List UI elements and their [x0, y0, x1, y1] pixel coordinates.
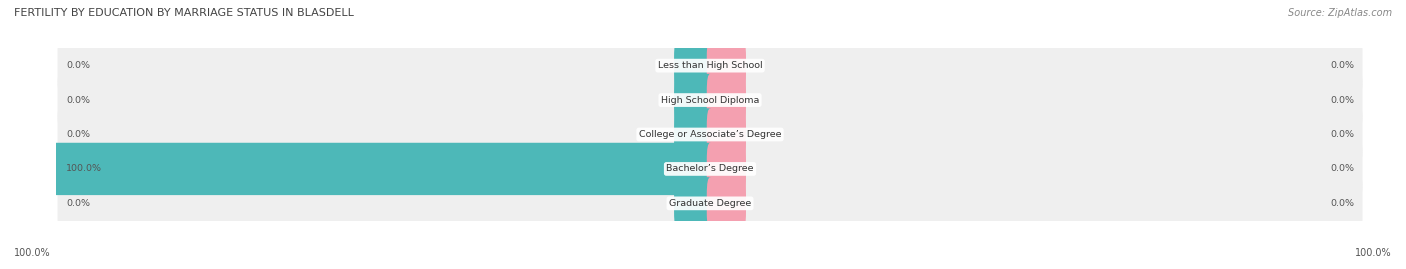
Text: 0.0%: 0.0%: [1330, 130, 1354, 139]
FancyBboxPatch shape: [673, 40, 713, 92]
FancyBboxPatch shape: [58, 108, 1362, 161]
FancyBboxPatch shape: [673, 108, 713, 161]
FancyBboxPatch shape: [707, 74, 747, 126]
Text: 0.0%: 0.0%: [66, 95, 90, 105]
Text: High School Diploma: High School Diploma: [661, 95, 759, 105]
Text: Less than High School: Less than High School: [658, 61, 762, 70]
FancyBboxPatch shape: [673, 74, 713, 126]
FancyBboxPatch shape: [58, 39, 1362, 92]
FancyBboxPatch shape: [58, 177, 1362, 230]
Text: 0.0%: 0.0%: [66, 130, 90, 139]
FancyBboxPatch shape: [707, 40, 747, 92]
Text: 100.0%: 100.0%: [14, 248, 51, 258]
FancyBboxPatch shape: [707, 177, 747, 229]
FancyBboxPatch shape: [707, 143, 747, 195]
Text: 0.0%: 0.0%: [1330, 95, 1354, 105]
Text: 0.0%: 0.0%: [1330, 61, 1354, 70]
Text: FERTILITY BY EDUCATION BY MARRIAGE STATUS IN BLASDELL: FERTILITY BY EDUCATION BY MARRIAGE STATU…: [14, 8, 354, 18]
Text: 0.0%: 0.0%: [1330, 199, 1354, 208]
FancyBboxPatch shape: [58, 142, 1362, 196]
FancyBboxPatch shape: [673, 177, 713, 229]
Text: 100.0%: 100.0%: [1355, 248, 1392, 258]
Text: Source: ZipAtlas.com: Source: ZipAtlas.com: [1288, 8, 1392, 18]
Text: 0.0%: 0.0%: [1330, 164, 1354, 174]
Text: Bachelor’s Degree: Bachelor’s Degree: [666, 164, 754, 174]
FancyBboxPatch shape: [707, 108, 747, 161]
Text: 100.0%: 100.0%: [66, 164, 103, 174]
FancyBboxPatch shape: [53, 143, 713, 195]
Text: 0.0%: 0.0%: [66, 199, 90, 208]
Text: College or Associate’s Degree: College or Associate’s Degree: [638, 130, 782, 139]
Text: Graduate Degree: Graduate Degree: [669, 199, 751, 208]
Text: 0.0%: 0.0%: [66, 61, 90, 70]
FancyBboxPatch shape: [58, 73, 1362, 127]
